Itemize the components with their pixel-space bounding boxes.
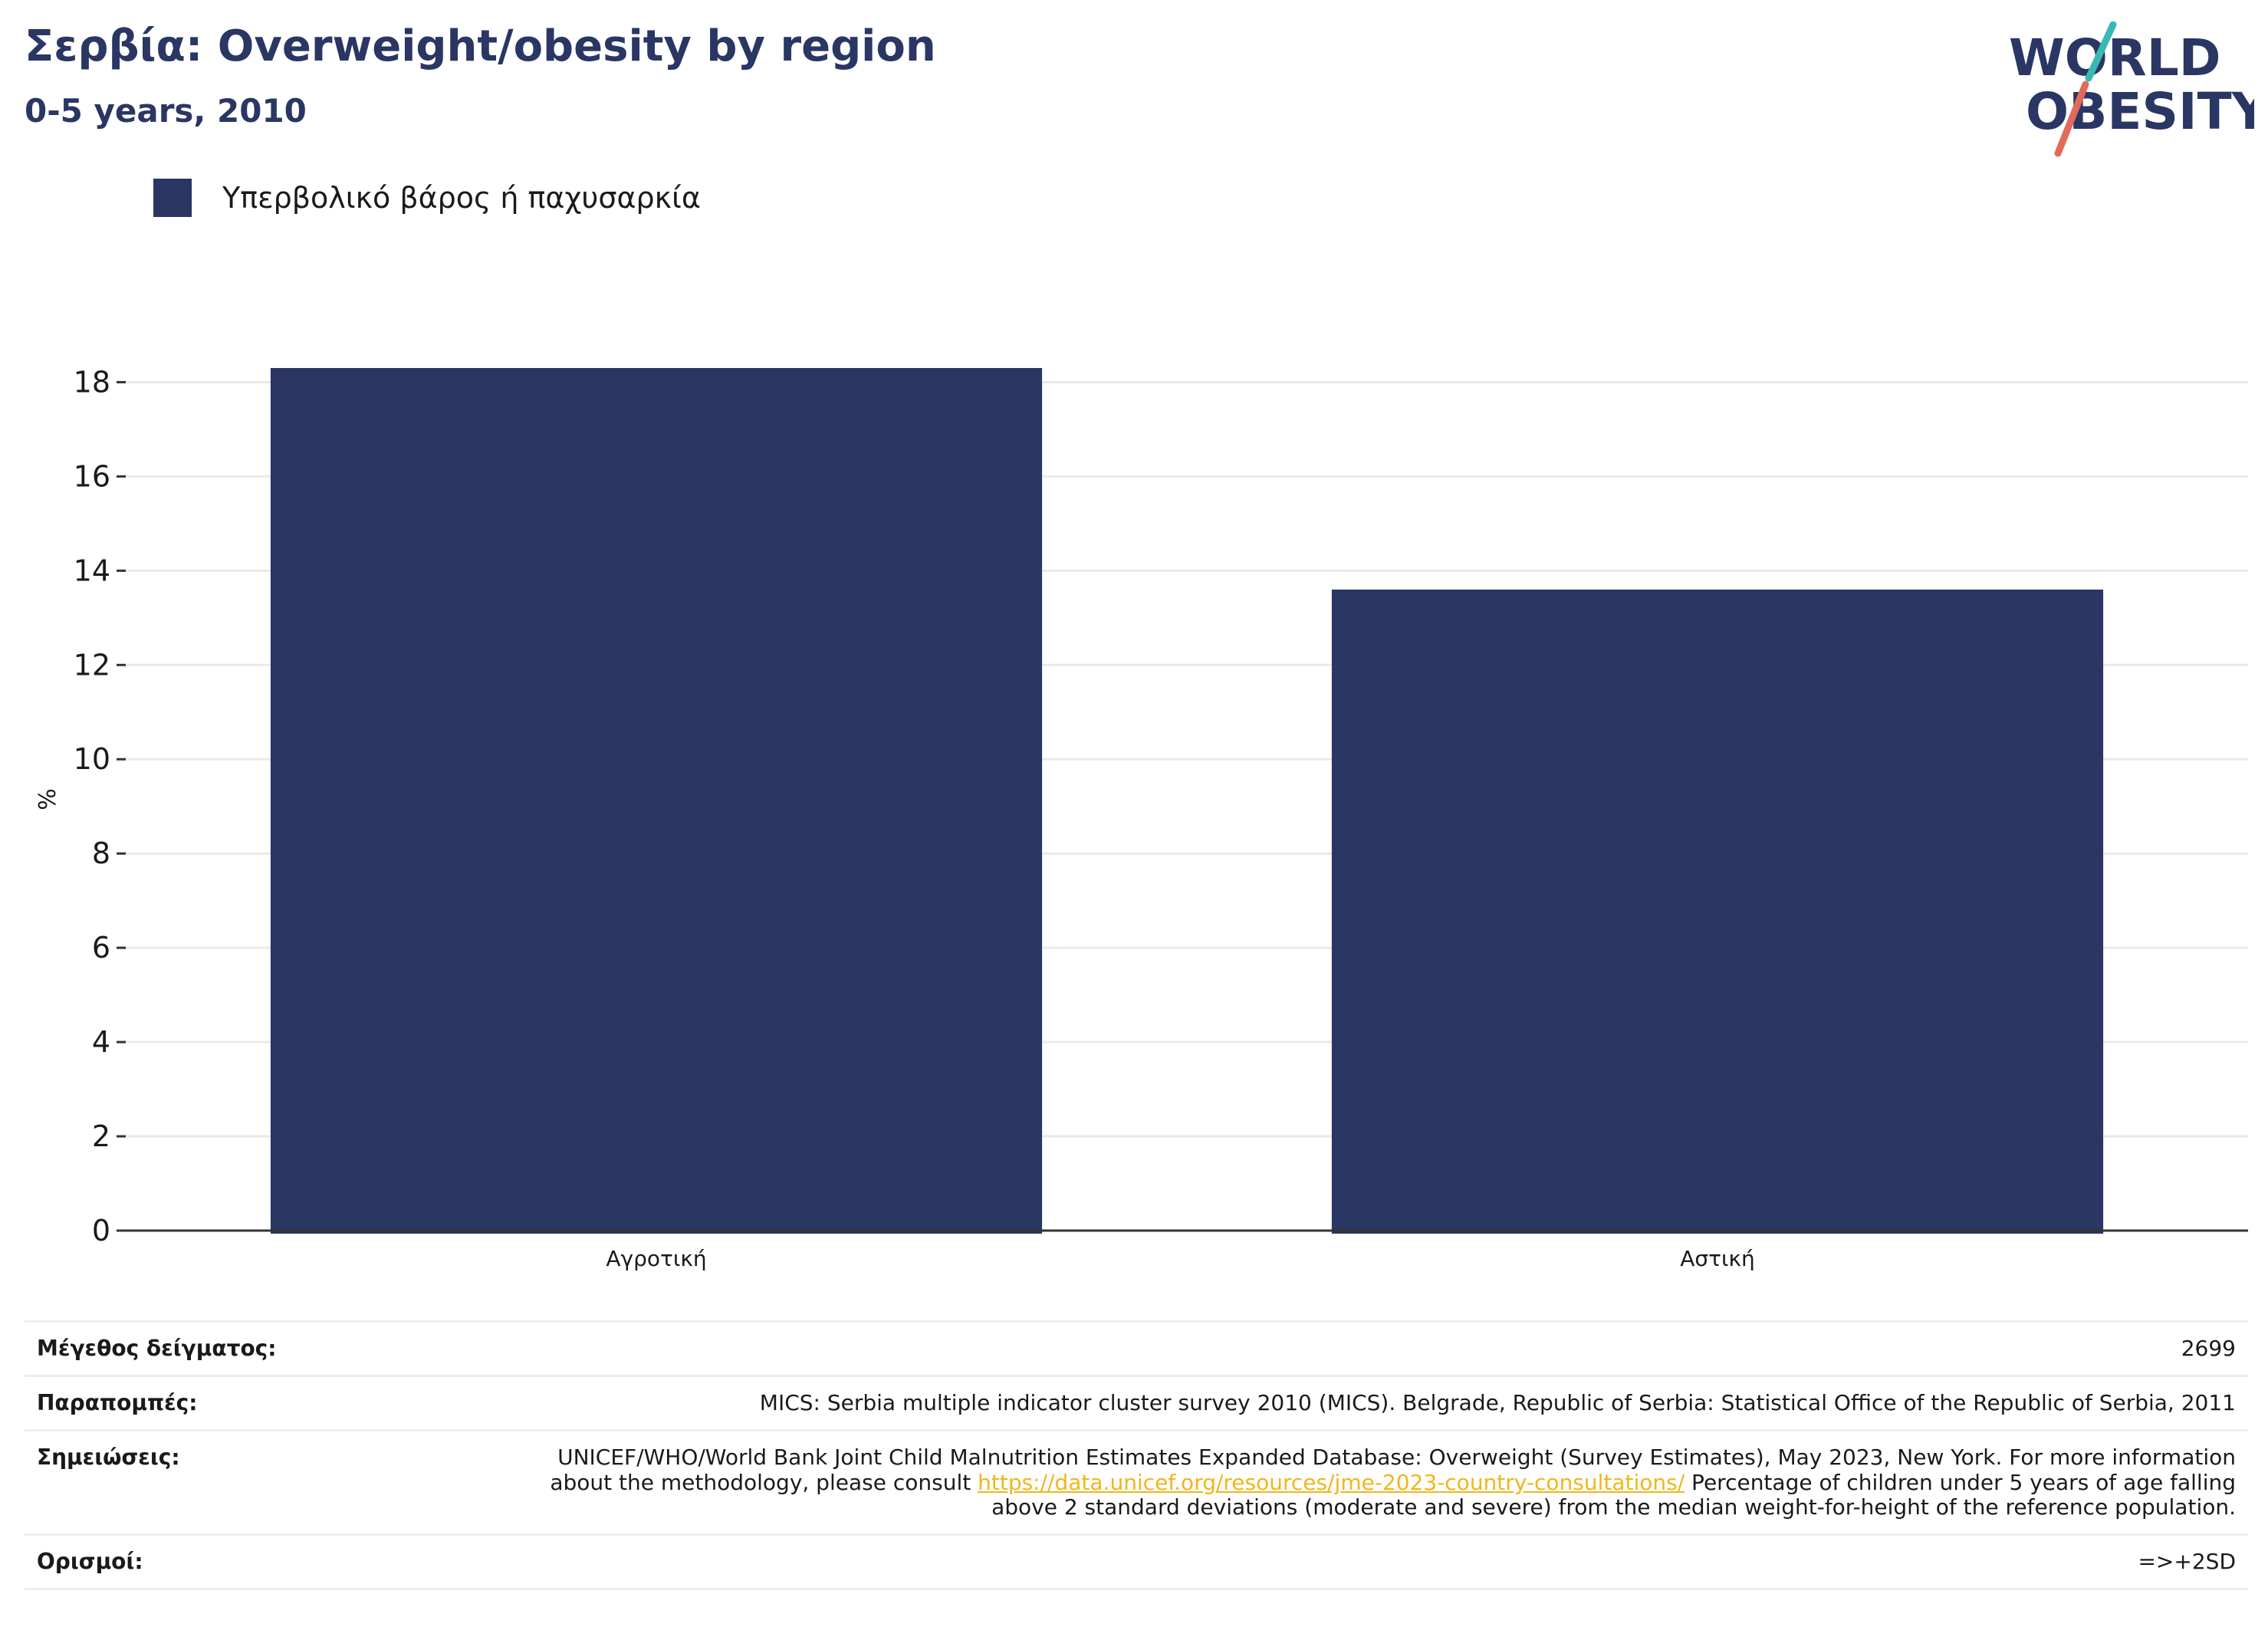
legend-label: Υπερβολικό βάρος ή παχυσαρκία xyxy=(222,181,701,215)
info-table: Μέγεθος δείγματος: 2699 Παραπομπές: MICS… xyxy=(25,1320,2248,1590)
y-tick-label: 2 xyxy=(92,1119,110,1153)
y-tick-label: 14 xyxy=(74,554,110,587)
info-row-definitions: Ορισμοί: =>+2SD xyxy=(25,1534,2248,1589)
logo-line1: WORLD xyxy=(2009,28,2221,87)
notes-text-after: Percentage of children under 5 years of … xyxy=(991,1469,2236,1520)
y-tick-label: 18 xyxy=(74,365,110,399)
chart-title: Σερβία: Overweight/obesity by region xyxy=(25,21,936,71)
references-label: Παραπομπές: xyxy=(37,1390,198,1416)
bar-2 xyxy=(1331,589,2104,1234)
legend-swatch xyxy=(153,179,192,217)
y-tick-label: 12 xyxy=(74,648,110,682)
info-row-notes: Σημειώσεις: UNICEF/WHO/World Bank Joint … xyxy=(25,1430,2248,1535)
notes-value: UNICEF/WHO/World Bank Joint Child Malnut… xyxy=(478,1431,2248,1535)
notes-link[interactable]: https://data.unicef.org/resources/jme-20… xyxy=(978,1469,1685,1495)
notes-text-before: UNICEF/WHO/World Bank Joint Child Malnut… xyxy=(550,1445,2236,1495)
y-tick-label: 10 xyxy=(74,742,110,776)
info-row-sample-size: Μέγεθος δείγματος: 2699 xyxy=(25,1321,2248,1376)
chart-subtitle: 0-5 years, 2010 xyxy=(25,92,307,130)
world-obesity-logo: WORLD OBESITY xyxy=(2009,21,2254,157)
references-value: MICS: Serbia multiple indicator cluster … xyxy=(759,1390,2236,1416)
definitions-label: Ορισμοί: xyxy=(37,1548,143,1574)
x-tick-label: Αστική xyxy=(1680,1246,1754,1271)
bar-chart: 0 2 4 6 8 10 12 14 16 18 Αγροτική Αστική% xyxy=(35,365,2248,1271)
y-tick-label: 16 xyxy=(74,459,110,493)
x-tick-label: Αγροτική xyxy=(606,1246,706,1271)
y-tick-label: 0 xyxy=(92,1214,110,1247)
sample-size-value: 2699 xyxy=(2181,1336,2236,1361)
bar-1 xyxy=(270,368,1043,1234)
definitions-value: =>+2SD xyxy=(2138,1548,2236,1574)
y-tick-label: 4 xyxy=(92,1025,110,1059)
sample-size-label: Μέγεθος δείγματος: xyxy=(37,1336,277,1361)
y-tick-label: 6 xyxy=(92,931,110,965)
notes-label: Σημειώσεις: xyxy=(37,1445,180,1471)
y-tick-label: 8 xyxy=(92,837,110,870)
chart-legend: Υπερβολικό βάρος ή παχυσαρκία xyxy=(153,178,701,218)
y-axis-label: % xyxy=(35,788,61,810)
info-row-references: Παραπομπές: MICS: Serbia multiple indica… xyxy=(25,1376,2248,1431)
